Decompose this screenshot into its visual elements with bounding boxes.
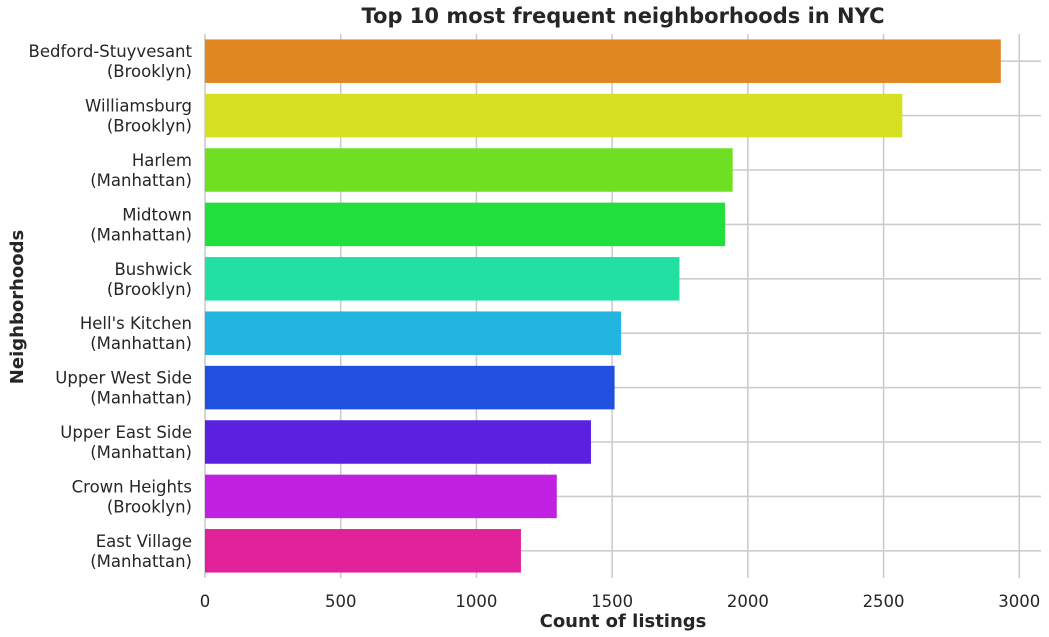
y-tick-label: East Village (Manhattan): [90, 532, 192, 571]
bar: [205, 148, 733, 192]
y-axis-label: Neighborhoods: [7, 230, 28, 384]
x-axis-label: Count of listings: [540, 611, 707, 632]
bar: [205, 202, 726, 247]
bar: [205, 474, 557, 519]
y-tick-label: Crown Heights (Brooklyn): [72, 477, 192, 516]
bar: [205, 257, 680, 301]
bar: [205, 420, 591, 464]
bar: [205, 529, 521, 573]
y-tick-label: Harlem (Manhattan): [90, 151, 192, 190]
x-tick-label: 3000: [998, 592, 1040, 611]
y-tick-label: Upper East Side (Manhattan): [60, 423, 192, 462]
x-tick-label: 2000: [727, 592, 769, 611]
y-tick-label: Bushwick (Brooklyn): [107, 260, 193, 299]
bar: [205, 93, 903, 138]
bar: [205, 311, 622, 355]
y-tick-label: Midtown (Manhattan): [90, 205, 192, 244]
bar: [205, 39, 1001, 83]
y-tick-label: Williamsburg (Brooklyn): [85, 97, 192, 136]
y-tick-label: Upper West Side (Manhattan): [55, 369, 192, 408]
bar: [205, 365, 615, 410]
chart-title: Top 10 most frequent neighborhoods in NY…: [361, 4, 884, 28]
x-tick-label: 2500: [863, 592, 905, 611]
x-tick-label: 500: [325, 592, 357, 611]
x-tick-label: 1000: [455, 592, 497, 611]
bars: [205, 39, 1001, 573]
x-tick-label: 1500: [591, 592, 633, 611]
y-tick-labels: Bedford-Stuyvesant (Brooklyn) Williamsburg…: [29, 42, 193, 571]
x-tick-labels: 0 500 1000 1500 2000 2500 3000: [200, 592, 1041, 611]
y-tick-label: Hell's Kitchen (Manhattan): [80, 314, 192, 353]
x-tick-label: 0: [200, 592, 211, 611]
y-tick-label: Bedford-Stuyvesant (Brooklyn): [29, 42, 193, 81]
